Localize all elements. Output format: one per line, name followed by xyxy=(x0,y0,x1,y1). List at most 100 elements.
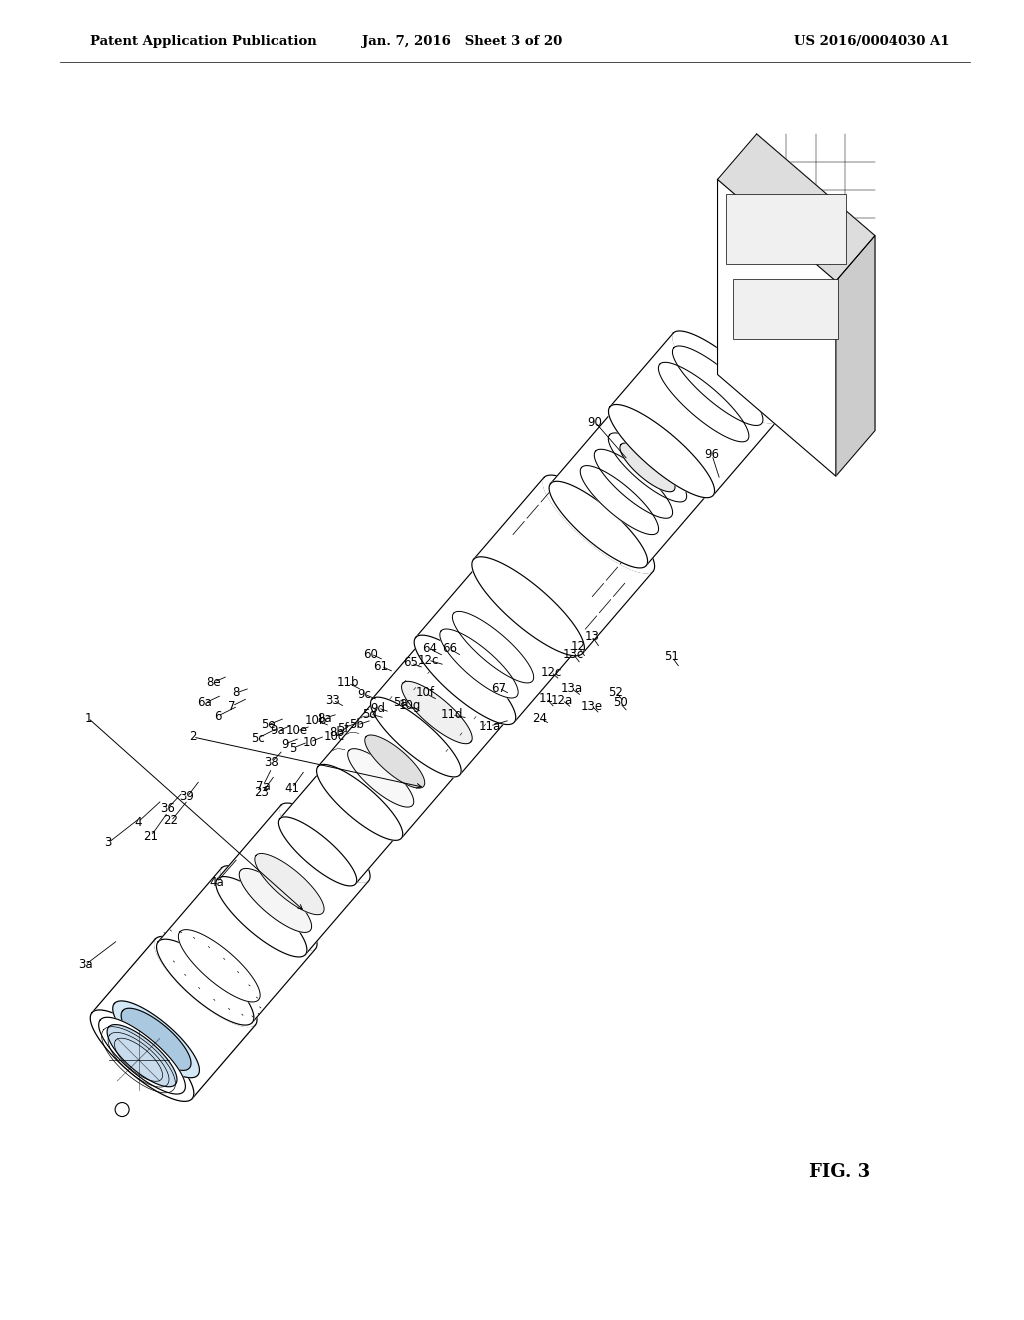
Text: 13a: 13a xyxy=(561,682,583,696)
Text: 9d: 9d xyxy=(371,701,385,714)
Text: 9: 9 xyxy=(282,738,289,751)
Polygon shape xyxy=(255,854,324,915)
Text: FIG. 3: FIG. 3 xyxy=(809,1163,870,1181)
Polygon shape xyxy=(90,1010,194,1101)
Text: 36: 36 xyxy=(161,801,175,814)
Text: 38: 38 xyxy=(264,755,280,768)
Text: 52: 52 xyxy=(608,685,624,698)
Polygon shape xyxy=(90,939,255,1101)
Polygon shape xyxy=(718,180,836,477)
Polygon shape xyxy=(108,1024,177,1086)
Text: 10e: 10e xyxy=(286,725,308,738)
Polygon shape xyxy=(581,466,658,535)
Polygon shape xyxy=(673,346,763,425)
Text: 11b: 11b xyxy=(337,676,359,689)
Text: 8e: 8e xyxy=(207,676,221,689)
Text: 61: 61 xyxy=(374,660,388,672)
Polygon shape xyxy=(427,632,517,711)
Polygon shape xyxy=(240,869,311,932)
Text: 9a: 9a xyxy=(270,725,286,738)
Text: 8: 8 xyxy=(232,686,240,700)
Text: 5a: 5a xyxy=(392,696,408,709)
Text: 13: 13 xyxy=(585,630,599,643)
Polygon shape xyxy=(348,748,414,807)
Text: 65: 65 xyxy=(403,656,419,669)
Polygon shape xyxy=(316,693,465,841)
Text: 50: 50 xyxy=(612,697,628,710)
Text: 10f: 10f xyxy=(416,686,434,700)
Polygon shape xyxy=(365,735,425,788)
Text: 8a: 8a xyxy=(317,711,333,725)
Polygon shape xyxy=(472,478,653,656)
Text: 66: 66 xyxy=(442,643,458,656)
Polygon shape xyxy=(757,133,874,430)
Polygon shape xyxy=(401,681,472,743)
Polygon shape xyxy=(477,561,579,651)
Text: 90: 90 xyxy=(588,416,602,429)
Text: 8b: 8b xyxy=(330,726,344,739)
Text: 12a: 12a xyxy=(551,693,573,706)
Polygon shape xyxy=(279,762,404,886)
Text: US 2016/0004030 A1: US 2016/0004030 A1 xyxy=(795,36,950,48)
Polygon shape xyxy=(608,404,715,498)
Polygon shape xyxy=(216,805,369,957)
Polygon shape xyxy=(154,936,257,1028)
Polygon shape xyxy=(612,408,711,495)
Text: 2: 2 xyxy=(189,730,197,743)
Text: 11d: 11d xyxy=(440,709,463,722)
Polygon shape xyxy=(672,331,778,424)
Text: 67: 67 xyxy=(492,681,507,694)
Text: 13c: 13c xyxy=(562,648,584,660)
Text: 10b: 10b xyxy=(305,714,328,726)
Text: 5d: 5d xyxy=(362,708,378,721)
Polygon shape xyxy=(328,760,406,829)
Text: 3a: 3a xyxy=(78,958,92,972)
Text: 7a: 7a xyxy=(256,780,270,792)
Polygon shape xyxy=(549,482,647,568)
Polygon shape xyxy=(98,1018,185,1094)
Polygon shape xyxy=(836,236,874,477)
Text: 3: 3 xyxy=(104,837,112,850)
Text: 5e: 5e xyxy=(261,718,275,731)
Text: 4a: 4a xyxy=(210,875,224,888)
Bar xyxy=(726,194,846,264)
Text: 10: 10 xyxy=(302,735,317,748)
Polygon shape xyxy=(157,940,254,1026)
Polygon shape xyxy=(472,557,585,656)
Text: Patent Application Publication: Patent Application Publication xyxy=(90,36,316,48)
Polygon shape xyxy=(178,929,260,1002)
Polygon shape xyxy=(371,697,461,777)
Text: 7: 7 xyxy=(228,700,236,713)
Text: 5c: 5c xyxy=(251,731,265,744)
Text: 23: 23 xyxy=(255,787,269,800)
Text: 11: 11 xyxy=(539,692,554,705)
Polygon shape xyxy=(279,817,356,886)
Text: 60: 60 xyxy=(364,648,379,660)
Text: 41: 41 xyxy=(285,781,299,795)
Text: 21: 21 xyxy=(143,829,159,842)
Text: 12c: 12c xyxy=(418,653,438,667)
Text: 10g: 10g xyxy=(398,700,421,713)
Polygon shape xyxy=(380,690,466,767)
Polygon shape xyxy=(608,333,776,498)
Polygon shape xyxy=(453,611,534,682)
Bar xyxy=(732,280,838,339)
Text: 5: 5 xyxy=(290,742,297,755)
Text: 9c: 9c xyxy=(357,688,371,701)
Polygon shape xyxy=(542,475,654,574)
Text: 24: 24 xyxy=(532,711,548,725)
Polygon shape xyxy=(157,869,315,1026)
Polygon shape xyxy=(216,876,307,957)
Polygon shape xyxy=(608,433,687,502)
Text: 6a: 6a xyxy=(198,697,212,710)
Polygon shape xyxy=(440,630,518,698)
Text: 39: 39 xyxy=(179,791,195,804)
Text: 11a: 11a xyxy=(479,719,501,733)
Text: 6: 6 xyxy=(214,710,222,722)
Polygon shape xyxy=(371,634,516,777)
Polygon shape xyxy=(113,1001,200,1077)
Polygon shape xyxy=(594,449,673,519)
Polygon shape xyxy=(658,362,749,442)
Polygon shape xyxy=(316,764,402,841)
Text: 5b: 5b xyxy=(349,718,365,731)
